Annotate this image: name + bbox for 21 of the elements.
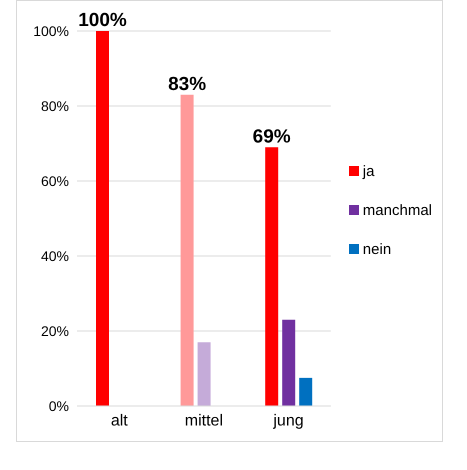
x-tick-label: mittel: [184, 412, 224, 430]
bar: [96, 31, 109, 406]
data-label: 69%: [252, 126, 291, 148]
legend-label: nein: [362, 240, 392, 258]
x-tick-label: alt: [110, 412, 128, 430]
bar: [282, 320, 296, 406]
data-label: 100%: [78, 10, 127, 31]
data-label: 83%: [168, 74, 206, 95]
bar: [299, 378, 312, 406]
bar: [198, 342, 211, 406]
x-tick-label: jung: [272, 412, 304, 430]
bar: [265, 147, 278, 406]
y-tick-label: 0%: [48, 398, 69, 414]
y-tick-label: 100%: [33, 22, 69, 39]
bar: [180, 94, 194, 406]
legend-label: manchmal: [362, 202, 432, 218]
legend-label: ja: [362, 162, 374, 180]
y-tick-label: 40%: [40, 248, 69, 264]
y-tick-label: 80%: [40, 98, 69, 114]
y-tick-label: 60%: [40, 172, 69, 189]
y-tick-label: 20%: [40, 322, 69, 339]
